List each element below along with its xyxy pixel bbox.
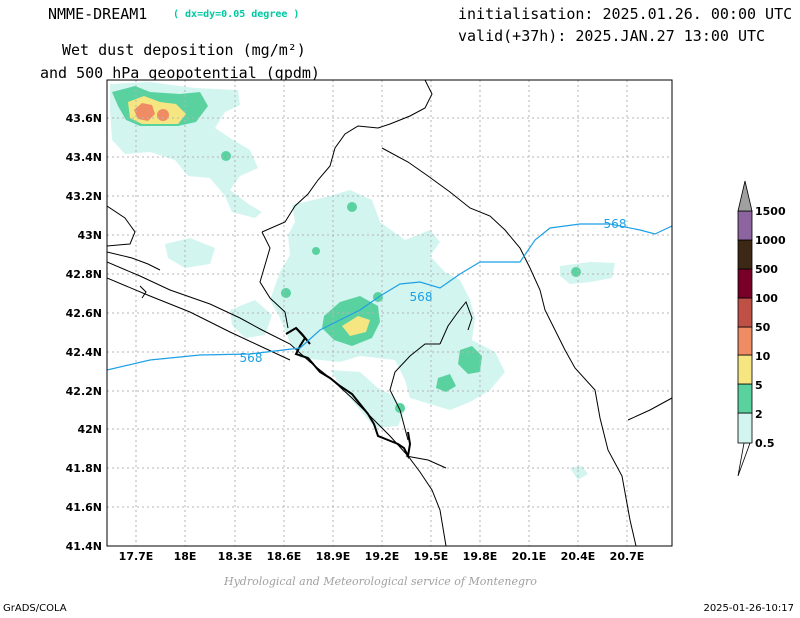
resolution-note: ( dx=dy=0.05 degree ): [173, 9, 300, 20]
legend-above-arrow: [737, 180, 753, 212]
legend-label: 1000: [755, 234, 786, 247]
lon-tick-label: 18.6E: [267, 550, 302, 563]
latitude-axis: 43.6N 43.4N 43.2N 43N 42.8N 42.6N 42.4N …: [66, 112, 102, 553]
lon-tick-label: 20.1E: [512, 550, 547, 563]
legend-label: 1500: [755, 205, 786, 218]
legend-label: 2: [755, 408, 763, 421]
legend-label: 50: [755, 321, 771, 334]
init-time: initialisation: 2025.01.26. 00:00 UTC: [458, 5, 793, 23]
lat-tick-label: 42.2N: [66, 385, 102, 398]
legend-labels: 0.5 2 5 10 50 100 500 1000 1500: [755, 205, 786, 450]
legend-swatch: [737, 239, 753, 270]
legend-swatch: [737, 210, 753, 241]
legend-label: 100: [755, 292, 778, 305]
legend-label: 500: [755, 263, 778, 276]
contour-label: 568: [240, 351, 263, 365]
geopotential-contour-568: [107, 223, 672, 371]
credit-line: Hydrological and Meteorological service …: [224, 575, 537, 588]
contour-label: 568: [410, 290, 433, 304]
legend-swatch: [737, 412, 753, 444]
legend-label: 0.5: [755, 437, 775, 450]
variable-title-2: and 500 hPa geopotential (gpdm): [40, 64, 320, 82]
lat-tick-label: 42.8N: [66, 268, 102, 281]
contour-label: 568: [604, 217, 627, 231]
legend-below-arrow: [737, 442, 751, 477]
legend-swatch: [737, 383, 753, 414]
color-legend: [737, 180, 753, 477]
legend-label: 5: [755, 379, 763, 392]
variable-title-1: Wet dust deposition (mg/m²): [62, 41, 306, 59]
lon-tick-label: 19.8E: [463, 550, 498, 563]
software-label: GrADS/COLA: [3, 603, 67, 614]
valid-time: valid(+37h): 2025.JAN.27 13:00 UTC: [458, 27, 766, 45]
lat-tick-label: 42.4N: [66, 346, 102, 359]
lat-tick-label: 42N: [77, 423, 102, 436]
legend-swatch: [737, 326, 753, 356]
lat-tick-label: 41.8N: [66, 462, 102, 475]
lon-tick-label: 20.7E: [610, 550, 645, 563]
graticule: [107, 80, 672, 546]
lon-tick-label: 18.9E: [316, 550, 351, 563]
lon-tick-label: 17.7E: [119, 550, 154, 563]
legend-swatch: [737, 268, 753, 299]
lon-tick-label: 19.5E: [414, 550, 449, 563]
lon-tick-label: 20.4E: [561, 550, 596, 563]
legend-label: 10: [755, 350, 771, 363]
legend-swatch: [737, 354, 753, 385]
lon-tick-label: 19.2E: [365, 550, 400, 563]
lat-tick-label: 43N: [77, 229, 102, 242]
lat-tick-label: 41.4N: [66, 540, 102, 553]
lat-tick-label: 43.2N: [66, 190, 102, 203]
lon-tick-label: 18E: [174, 550, 197, 563]
country-borders: [107, 80, 672, 546]
longitude-axis: 17.7E 18E 18.3E 18.6E 18.9E 19.2E 19.5E …: [119, 550, 645, 563]
legend-swatch: [737, 297, 753, 328]
lat-tick-label: 42.6N: [66, 307, 102, 320]
model-title: NMME-DREAM1: [48, 5, 148, 23]
render-timestamp: 2025-01-26-10:17: [703, 603, 794, 614]
lat-tick-label: 43.6N: [66, 112, 102, 125]
lat-tick-label: 43.4N: [66, 151, 102, 164]
lat-tick-label: 41.6N: [66, 501, 102, 514]
map-frame: [106, 79, 673, 547]
lon-tick-label: 18.3E: [218, 550, 253, 563]
